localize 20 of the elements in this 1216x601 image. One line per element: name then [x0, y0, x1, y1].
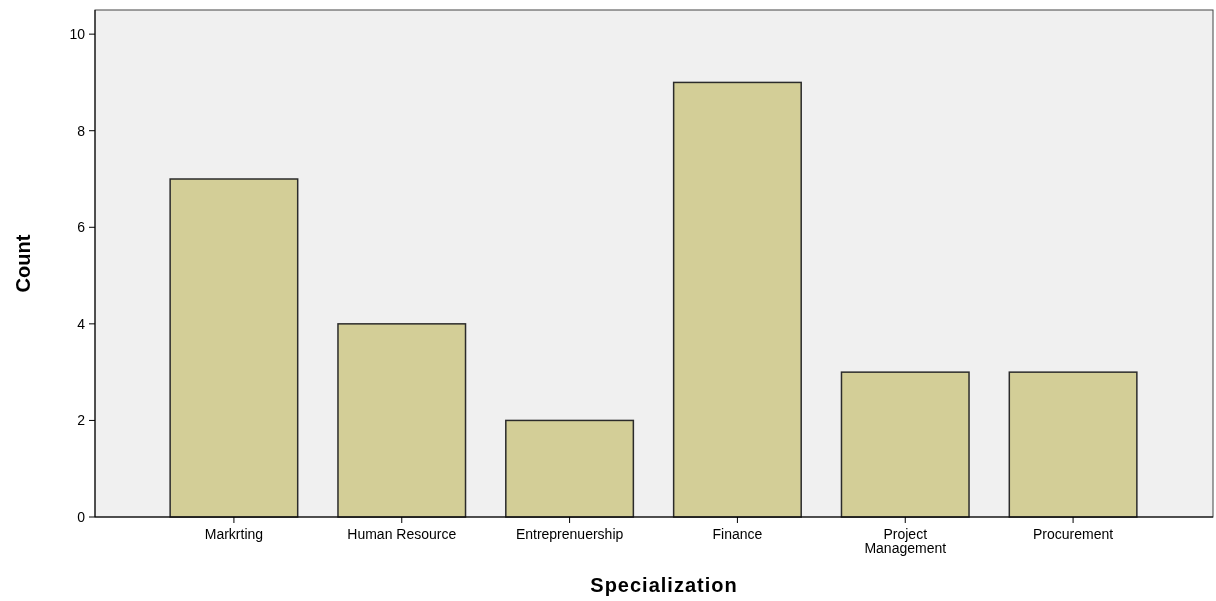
x-tick-label: Finance	[712, 526, 763, 542]
bar	[169, 178, 299, 518]
y-axis-title: Count	[12, 234, 34, 293]
y-tick-label: 6	[77, 219, 86, 236]
bar	[337, 323, 467, 518]
x-tick-label: Entreprenuership	[515, 526, 624, 542]
bar	[840, 371, 970, 518]
bar	[505, 419, 635, 518]
bar	[1008, 371, 1138, 518]
x-tick-label: Markrting	[204, 526, 264, 542]
x-tick-label: Human Resource	[347, 526, 457, 542]
y-tick-label: 0	[77, 508, 86, 525]
y-tick-label: 8	[77, 122, 86, 139]
x-axis-title: Specialization	[590, 574, 738, 596]
bar	[672, 81, 802, 518]
y-tick-label: 4	[77, 315, 86, 332]
y-tick-label: 2	[77, 412, 86, 429]
x-tick-label: Procurement	[1033, 526, 1114, 542]
y-tick-label: 10	[69, 26, 86, 43]
x-tick-label: Project Management	[864, 526, 947, 556]
